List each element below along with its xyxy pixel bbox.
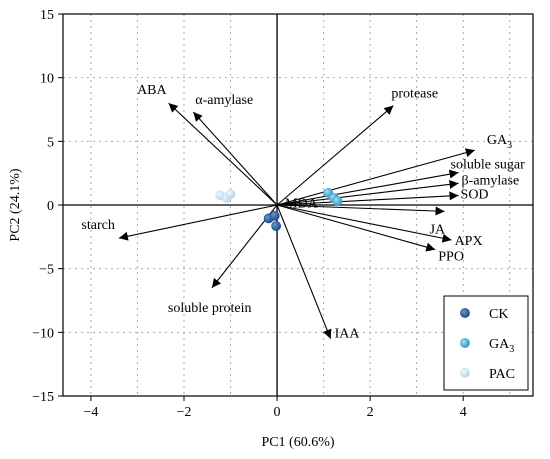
loading-arrow-sod	[277, 191, 459, 206]
loading-label-ja: JA	[430, 222, 446, 237]
legend-marker-ga3	[460, 338, 470, 348]
loading-label-iaa: IAA	[335, 327, 361, 342]
y-tick-label: 5	[47, 135, 54, 150]
y-tick-label: 15	[40, 8, 54, 23]
y-tick-label: 0	[47, 199, 54, 214]
loading-label-ga3: GA3	[487, 133, 512, 151]
loading-label-ppo: PPO	[438, 250, 464, 265]
loading-arrow-amylase	[192, 111, 278, 206]
loading-label-soluble-protein: soluble protein	[168, 301, 252, 316]
loading-label-aba: ABA	[137, 83, 167, 98]
loading-label-amylase: α-amylase	[195, 93, 253, 108]
y-axis-title: PC2 (24.1%)	[8, 168, 23, 241]
loading-arrow-soluble-sugar	[276, 169, 459, 206]
legend: CK GA3 PAC	[443, 295, 529, 391]
y-tick-label: −10	[32, 326, 54, 341]
loading-arrow-apx	[276, 204, 452, 243]
loading-label-soluble-sugar: soluble sugar	[451, 158, 526, 173]
legend-label-ck: CK	[489, 307, 508, 322]
x-tick-label: 2	[367, 405, 374, 420]
score-point-ck	[271, 221, 282, 231]
loading-arrow-protease	[276, 105, 394, 206]
loading-arrow-amylase	[276, 179, 459, 206]
y-tick-label: −5	[39, 263, 54, 278]
loading-arrow-ga3	[276, 148, 475, 206]
y-tick-label: 10	[40, 72, 54, 87]
loading-arrow-iaa	[276, 204, 332, 339]
loading-label-starch: starch	[81, 218, 114, 233]
score-points	[215, 188, 343, 231]
x-tick-label: −2	[177, 405, 192, 420]
axis-ticks: −4 −2 0 2 4 −15 −10 −5 0 5 10 15	[32, 8, 467, 420]
loading-arrow-ja	[277, 204, 445, 216]
x-tick-label: 4	[460, 405, 467, 420]
loading-arrow-aba	[168, 102, 278, 206]
x-axis-title: PC1 (60.6%)	[261, 435, 334, 450]
score-point-ck	[269, 210, 280, 221]
legend-label-pac: PAC	[489, 367, 515, 382]
loading-arrows: ABA α-amylase protease GA3 soluble sugarβ-am…	[81, 83, 525, 342]
legend-box	[443, 295, 529, 391]
score-point-ga3	[332, 196, 343, 207]
score-point-pac	[225, 189, 236, 200]
loading-label-sod: SOD	[461, 187, 489, 202]
loading-arrow-starch	[118, 204, 278, 241]
y-tick-label: −15	[32, 390, 54, 405]
legend-marker-ck	[460, 308, 470, 318]
loading-label-apx: APX	[455, 234, 483, 249]
legend-marker-pac	[460, 368, 470, 378]
x-tick-label: 0	[274, 405, 281, 420]
loading-arrow-ppo	[276, 204, 436, 252]
x-tick-label: −4	[83, 405, 98, 420]
legend-label-ga3: GA3	[489, 337, 514, 355]
loading-label-protease: protease	[391, 87, 438, 102]
loading-label-amylase: β-amylase	[462, 173, 520, 188]
